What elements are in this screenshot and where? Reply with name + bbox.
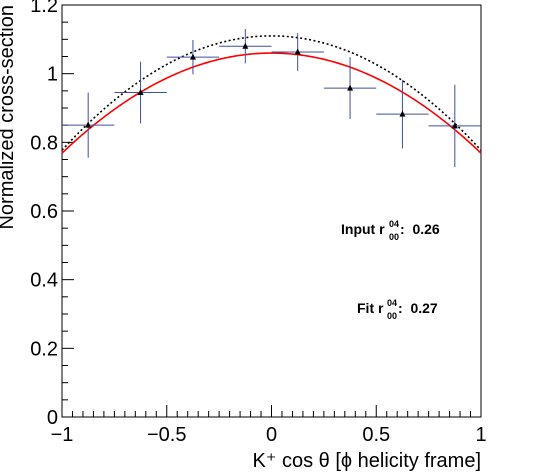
data-point [137,89,144,96]
annotation-fit-superscript: 04 [387,298,397,308]
y-tick-label: 1 [47,64,58,86]
y-tick-label: 0 [47,407,58,429]
y-tick-label: 0.4 [30,270,58,292]
data-points [62,29,481,168]
annotation-input-label: Input r [341,221,385,237]
y-tick-label: 0.6 [30,201,58,223]
x-tick-label: 1 [475,424,486,446]
annotation-input-superscript: 04 [389,219,399,229]
data-point [242,42,249,49]
solid-curve [61,52,482,154]
axis-tick-labels: −1 −0.5 0 0.5 1 0 0.2 0.4 0.6 0.8 1 1.2 [30,0,486,446]
x-tick-label: −1 [51,424,74,446]
axis-ticks [61,4,482,418]
annotation-input-subscript: 00 [389,232,399,242]
y-tick-label: 0.2 [30,338,58,360]
x-axis-title: K⁺ cos θ [ϕ helicity frame] [253,450,482,472]
y-tick-label: 0.8 [30,132,58,154]
y-tick-label: 1.2 [30,0,58,17]
dotted-curve [61,35,482,151]
annotation-fit: Fit r 04 00 : 0.27 [357,298,438,321]
annotation-fit-subscript: 00 [387,311,397,321]
y-axis-title: Normalized cross-section [0,5,18,230]
data-point [294,48,301,55]
data-point [399,110,406,117]
fit-curves [61,35,482,154]
annotation-input: Input r 04 00 : 0.26 [341,219,440,242]
annotation-fit-label: Fit r [357,300,384,316]
data-point [451,122,458,129]
annotation-fit-value: : 0.27 [398,300,438,316]
data-point [85,121,92,128]
annotation-input-value: : 0.26 [400,221,440,237]
data-point [189,53,196,60]
x-tick-label: 0.5 [362,424,390,446]
x-tick-label: 0 [266,424,277,446]
x-tick-label: −0.5 [147,424,186,446]
plot-frame [61,4,482,418]
data-point [347,84,354,91]
